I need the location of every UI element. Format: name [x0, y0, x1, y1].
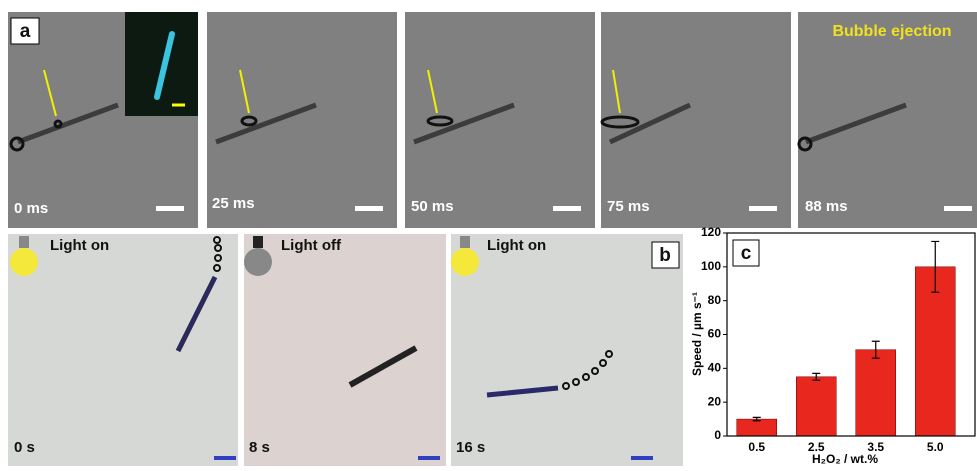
error-bar — [812, 372, 821, 381]
rod — [348, 345, 418, 388]
y-tick-label: 40 — [708, 361, 722, 375]
y-tick-label: 0 — [714, 428, 721, 442]
time-label: 0 s — [14, 439, 35, 456]
scale-bars — [156, 206, 972, 211]
time-label: 16 s — [456, 439, 485, 456]
time-label: 50 ms — [411, 198, 454, 215]
panel-b: Light on Light off Light on 0 s 8 s 16 s… — [8, 234, 683, 466]
panel-label: b — [659, 245, 671, 266]
frame — [451, 234, 683, 466]
light-label: Light off — [281, 237, 342, 254]
scale-bars — [214, 456, 653, 460]
rods — [17, 102, 907, 145]
x-tick-label: 0.5 — [748, 440, 765, 454]
panel-label: c — [741, 243, 752, 264]
x-tick-label: 5.0 — [927, 440, 944, 454]
time-label: 25 ms — [212, 195, 255, 212]
bulb — [10, 236, 38, 276]
rod — [486, 385, 559, 398]
frame — [8, 234, 238, 466]
panel-c: c Speed / µm s⁻¹ H₂O₂ / wt.% 0 20 40 60 80 10… — [690, 225, 976, 466]
time-label: 8 s — [249, 439, 270, 456]
y-tick-label: 20 — [708, 394, 722, 408]
axis-box — [726, 232, 976, 437]
bar — [855, 349, 896, 437]
light-label: Light on — [50, 237, 109, 254]
panel-label: a — [20, 21, 31, 42]
bar — [796, 376, 837, 437]
bubbles — [9, 115, 813, 152]
y-tick-label: 80 — [708, 293, 722, 307]
y-axis-label: Speed / µm s⁻¹ — [690, 292, 704, 376]
y-tick-label: 120 — [701, 225, 721, 239]
frame — [405, 12, 595, 228]
x-tick-label: 3.5 — [867, 440, 884, 454]
light-label: Light on — [487, 237, 546, 254]
frame — [207, 12, 397, 228]
fluor-rod — [154, 31, 175, 100]
arrows — [43, 69, 621, 117]
panel-a: a Bubble ejection 0 ms 25 ms 50 ms 75 ms… — [8, 12, 977, 228]
bulb — [244, 236, 272, 276]
bar — [736, 418, 777, 437]
error-bar — [871, 340, 880, 359]
bubble-trail — [213, 236, 613, 390]
error-bar — [931, 240, 940, 293]
y-tick-label: 60 — [708, 327, 722, 341]
error-bar — [752, 416, 761, 422]
frame — [798, 12, 977, 228]
label-box — [10, 17, 40, 45]
time-label: 75 ms — [607, 198, 650, 215]
time-label: 88 ms — [805, 198, 848, 215]
bar — [915, 266, 956, 437]
label-box — [651, 241, 680, 269]
x-axis-label: H₂O₂ / wt.% — [812, 452, 878, 466]
bulb — [451, 236, 479, 276]
frame — [601, 12, 791, 228]
rod — [175, 275, 218, 353]
label-box — [732, 239, 760, 267]
inset — [125, 12, 198, 116]
heading: Bubble ejection — [832, 23, 951, 40]
y-tick-label: 100 — [701, 259, 721, 273]
time-label: 0 ms — [14, 200, 48, 217]
x-tick-label: 2.5 — [808, 440, 825, 454]
